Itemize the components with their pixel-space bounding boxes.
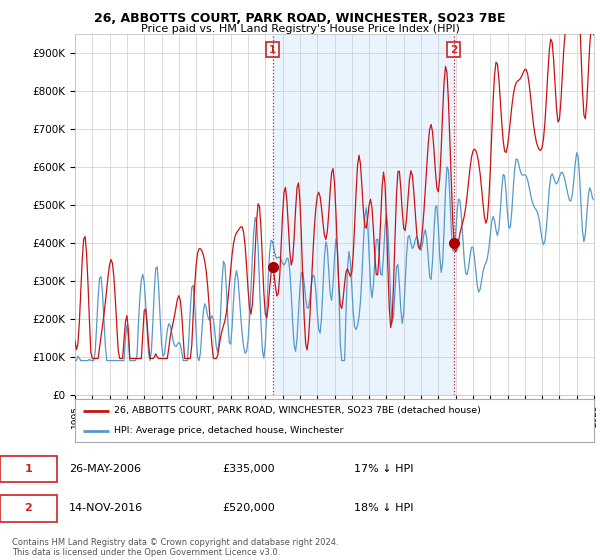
Text: 2: 2 (25, 503, 32, 513)
Text: 26, ABBOTTS COURT, PARK ROAD, WINCHESTER, SO23 7BE (detached house): 26, ABBOTTS COURT, PARK ROAD, WINCHESTER… (114, 406, 481, 415)
Text: 14-NOV-2016: 14-NOV-2016 (69, 503, 143, 513)
Text: 26-MAY-2006: 26-MAY-2006 (69, 464, 141, 474)
FancyBboxPatch shape (0, 455, 57, 483)
Text: 26, ABBOTTS COURT, PARK ROAD, WINCHESTER, SO23 7BE: 26, ABBOTTS COURT, PARK ROAD, WINCHESTER… (94, 12, 506, 25)
Text: Price paid vs. HM Land Registry's House Price Index (HPI): Price paid vs. HM Land Registry's House … (140, 24, 460, 34)
Text: 2: 2 (450, 45, 457, 55)
Text: 17% ↓ HPI: 17% ↓ HPI (354, 464, 413, 474)
Text: £520,000: £520,000 (222, 503, 275, 513)
Text: Contains HM Land Registry data © Crown copyright and database right 2024.
This d: Contains HM Land Registry data © Crown c… (12, 538, 338, 557)
Bar (272, 34, 454, 395)
Text: HPI: Average price, detached house, Winchester: HPI: Average price, detached house, Winc… (114, 426, 343, 435)
Text: 1: 1 (269, 45, 276, 55)
Text: 1: 1 (25, 464, 32, 474)
FancyBboxPatch shape (0, 494, 57, 522)
Text: 18% ↓ HPI: 18% ↓ HPI (354, 503, 413, 513)
Text: £335,000: £335,000 (222, 464, 275, 474)
